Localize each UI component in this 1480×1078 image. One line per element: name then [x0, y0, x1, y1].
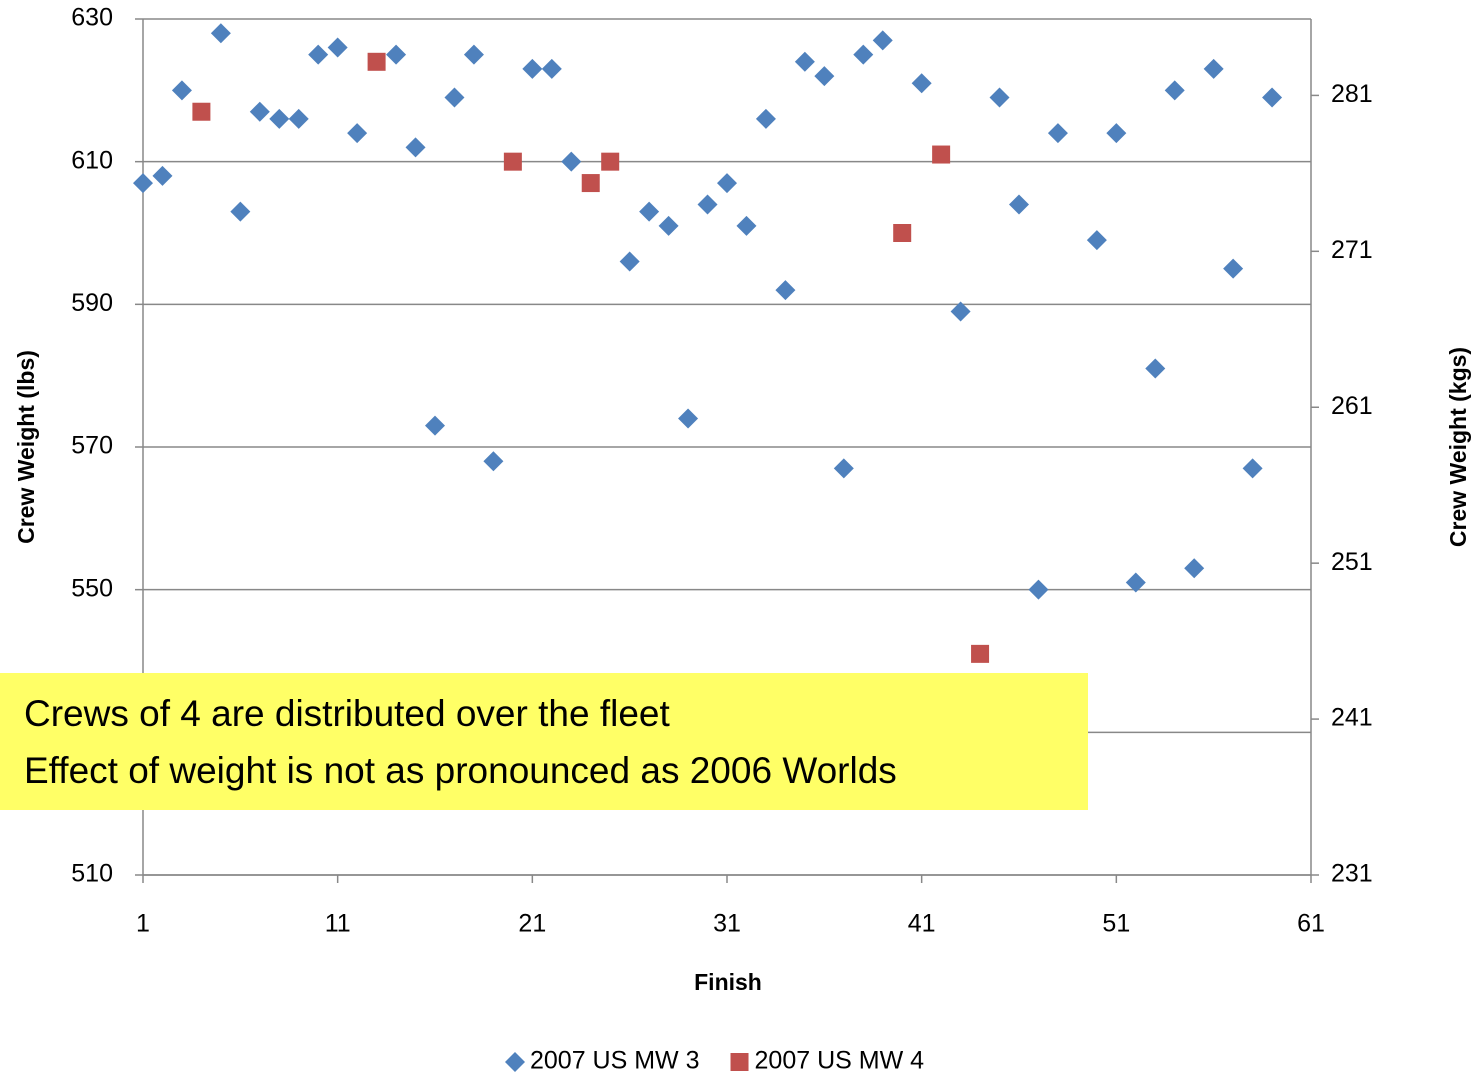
point: [1242, 458, 1263, 479]
y-tick-label: 630: [71, 4, 113, 32]
point: [405, 137, 426, 158]
x-tick-label: 61: [1297, 910, 1325, 938]
point: [1125, 572, 1146, 593]
point: [171, 80, 192, 101]
y2-tick-label: 281: [1331, 80, 1373, 108]
legend-marker: [505, 1052, 525, 1072]
point: [853, 44, 874, 65]
x-tick-label: 1: [136, 910, 150, 938]
x-tick-label: 41: [908, 910, 936, 938]
point: [581, 174, 600, 193]
point: [1028, 579, 1049, 600]
point: [658, 215, 679, 236]
point: [1086, 230, 1107, 251]
y2-tick-label: 231: [1331, 860, 1373, 888]
point: [833, 458, 854, 479]
y2-tick-label: 261: [1331, 392, 1373, 420]
point: [950, 301, 971, 322]
point: [755, 108, 776, 129]
y-tick-label: 510: [71, 860, 113, 888]
point: [561, 151, 582, 172]
point: [425, 415, 445, 436]
y-tick-label: 550: [71, 574, 113, 602]
x-axis-label: Finish: [694, 969, 762, 995]
x-tick-label: 51: [1102, 910, 1130, 938]
point: [249, 101, 270, 122]
point: [386, 44, 407, 65]
point: [639, 201, 660, 222]
point: [971, 644, 990, 663]
point: [327, 37, 348, 58]
point: [1164, 80, 1185, 101]
point: [444, 87, 465, 108]
point: [463, 44, 484, 65]
legend-marker: [730, 1053, 749, 1071]
legend-label: 2007 US MW 4: [755, 1047, 925, 1075]
point: [794, 51, 815, 72]
point: [503, 152, 522, 171]
point: [932, 145, 951, 164]
point: [308, 44, 329, 65]
point: [678, 408, 699, 429]
point: [1009, 194, 1029, 215]
point: [775, 280, 796, 301]
point: [1047, 123, 1068, 144]
annotation: Effect of weight is not as pronounced as…: [24, 750, 897, 791]
point: [347, 123, 368, 144]
y2-tick-label: 271: [1331, 236, 1373, 264]
point: [1203, 58, 1224, 79]
point: [814, 66, 835, 87]
point: [210, 23, 231, 44]
point: [1262, 87, 1283, 108]
point: [1106, 123, 1127, 144]
point: [1145, 358, 1166, 379]
point: [619, 251, 640, 272]
y-tick-label: 570: [71, 432, 113, 460]
annotation-box: [0, 673, 1088, 810]
y2-tick-label: 241: [1331, 704, 1373, 732]
y2-axis-label: Crew Weight (kgs): [1445, 347, 1471, 547]
point: [288, 108, 309, 129]
point: [893, 224, 912, 242]
point: [541, 58, 562, 79]
point: [367, 52, 386, 71]
point: [152, 165, 173, 186]
point: [483, 451, 504, 472]
legend-label: 2007 US MW 3: [530, 1047, 700, 1075]
point: [736, 215, 757, 236]
y2-tick-label: 251: [1331, 548, 1373, 576]
point: [872, 30, 893, 51]
y-tick-label: 590: [71, 289, 113, 317]
point: [717, 173, 737, 194]
point: [601, 152, 620, 171]
point: [989, 87, 1010, 108]
point: [230, 201, 251, 222]
y-axis-label: Crew Weight (lbs): [13, 350, 39, 544]
point: [911, 73, 932, 94]
point: [1184, 558, 1205, 579]
point: [697, 194, 718, 215]
point: [522, 58, 543, 79]
x-tick-label: 11: [325, 910, 351, 938]
point: [192, 102, 211, 121]
point: [1223, 258, 1244, 279]
x-tick-label: 21: [518, 910, 546, 938]
y-tick-label: 610: [71, 146, 113, 174]
x-tick-label: 31: [713, 910, 741, 938]
annotation: Crews of 4 are distributed over the flee…: [24, 693, 670, 734]
point: [133, 173, 153, 194]
point: [269, 108, 290, 129]
